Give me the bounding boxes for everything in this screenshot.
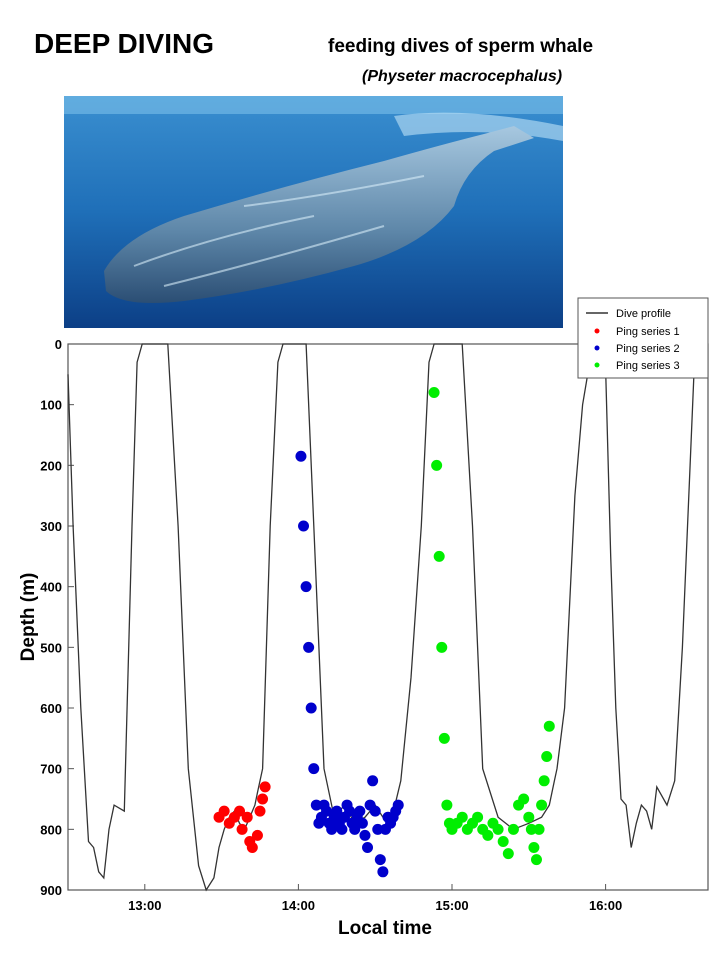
y-tick-label: 600 <box>40 701 62 716</box>
ping-series-2-point <box>303 641 315 653</box>
ping-series-2-point <box>326 823 338 835</box>
ping-series-2-point <box>356 817 368 829</box>
y-tick-label: 0 <box>55 337 62 352</box>
y-tick-label: 700 <box>40 762 62 777</box>
ping-series-1-point <box>259 781 271 793</box>
plot-area <box>67 343 709 891</box>
ping-series-1-point <box>251 829 263 841</box>
y-tick-label: 900 <box>40 883 62 898</box>
species-name: (Physeter macrocephalus) <box>362 68 563 85</box>
y-tick-label: 300 <box>40 519 62 534</box>
ping-series-1-point <box>218 805 230 817</box>
ping-series-2-point <box>362 842 374 854</box>
x-tick-label: 15:00 <box>435 898 468 913</box>
page-subtitle: feeding dives of sperm whale <box>328 36 594 57</box>
x-tick-label: 13:00 <box>128 898 161 913</box>
legend-swatch-ping2 <box>594 345 600 351</box>
ping-series-3-point <box>536 799 548 811</box>
ping-series-3-point <box>433 550 445 562</box>
ping-series-3-point <box>482 829 494 841</box>
ping-series-2-point <box>295 450 307 462</box>
ping-series-2-point <box>308 763 320 775</box>
y-tick-label: 500 <box>40 640 62 655</box>
ping-series-2-point <box>369 805 381 817</box>
legend-swatch-ping1 <box>594 328 600 334</box>
ping-series-2-point <box>336 823 348 835</box>
ping-series-1-point <box>246 842 258 854</box>
legend-swatch-ping3 <box>594 362 600 368</box>
page-title: DEEP DIVING <box>34 28 214 59</box>
legend-label-ping1: Ping series 1 <box>616 326 680 338</box>
ping-series-3-point <box>431 459 443 471</box>
y-tick-label: 100 <box>40 398 62 413</box>
legend-box <box>577 297 709 379</box>
y-tick-label: 200 <box>40 458 62 473</box>
ping-series-3-point <box>428 387 440 399</box>
dive-chart: 0 100 200 300 400 500 600 700 800 900 13:00 14:00 1… <box>0 280 720 960</box>
x-tick-label: 16:00 <box>589 898 622 913</box>
ping-series-3-point <box>438 732 450 744</box>
ping-series-2-point <box>359 829 371 841</box>
ping-series-3-point <box>525 823 537 835</box>
whale-photo <box>64 96 563 328</box>
ping-series-3-point <box>538 775 550 787</box>
x-axis-label: Local time <box>338 918 432 939</box>
ping-series-1-point <box>254 805 266 817</box>
ping-series-3-point <box>456 811 468 823</box>
legend-label-ping2: Ping series 2 <box>616 343 680 355</box>
ping-series-3-point <box>502 848 514 860</box>
ping-series-3-point <box>507 823 519 835</box>
ping-series-3-point <box>497 835 509 847</box>
ping-series-1-point <box>236 823 248 835</box>
y-tick-label: 400 <box>40 580 62 595</box>
ping-series-3-point <box>528 842 540 854</box>
ping-series-2-point <box>354 805 366 817</box>
ping-series-3-point <box>518 793 530 805</box>
ping-series-2-point <box>310 799 322 811</box>
ping-series-2-point <box>377 866 389 878</box>
ping-series-2-point <box>344 805 356 817</box>
ping-series-3-point <box>533 823 545 835</box>
ping-series-2-point <box>367 775 379 787</box>
ping-series-3-point <box>541 751 553 763</box>
legend-label-profile: Dive profile <box>616 308 671 320</box>
ping-series-2-point <box>331 805 343 817</box>
ping-series-1-point <box>257 793 269 805</box>
ping-series-1-point <box>241 811 253 823</box>
ping-series-2-point <box>392 799 404 811</box>
legend-label-ping3: Ping series 3 <box>616 360 680 372</box>
ping-series-3-point <box>523 811 535 823</box>
ping-series-3-point <box>492 823 504 835</box>
ping-series-3-point <box>436 641 448 653</box>
ping-series-2-point <box>298 520 310 532</box>
ping-series-2-point <box>372 823 384 835</box>
ping-series-3-point <box>530 854 542 866</box>
legend: Dive profile Ping series 1 Ping series 2… <box>577 297 709 379</box>
ping-series-1-point <box>234 805 246 817</box>
ping-series-2-point <box>321 805 333 817</box>
x-tick-label: 14:00 <box>282 898 315 913</box>
ping-series-3-point <box>543 720 555 732</box>
ping-series-3-point <box>441 799 453 811</box>
y-axis-label: Depth (m) <box>18 573 39 662</box>
ping-series-2-point <box>374 854 386 866</box>
ping-series-2-point <box>300 581 312 593</box>
ping-series-2-point <box>349 823 361 835</box>
y-tick-label: 800 <box>40 822 62 837</box>
ping-series-2-point <box>305 702 317 714</box>
ping-series-3-point <box>472 811 484 823</box>
